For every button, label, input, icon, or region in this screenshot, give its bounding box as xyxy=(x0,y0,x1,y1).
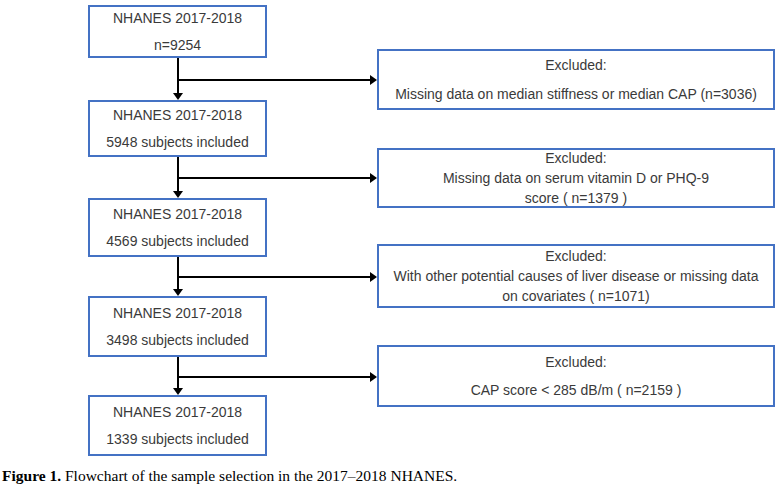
figure-caption-text: Flowchart of the sample selection in the… xyxy=(65,467,457,484)
connector-horizontal-4 xyxy=(178,376,370,378)
population-box-1-count: n=9254 xyxy=(154,37,201,53)
excluded-box-3-reason-line-2: on covariates ( n=1071) xyxy=(502,288,649,304)
population-box-4-count: 3498 subjects included xyxy=(106,332,248,348)
population-box-3-count: 4569 subjects included xyxy=(106,233,248,249)
connector-vertical-1 xyxy=(177,58,179,94)
connector-vertical-2 xyxy=(177,157,179,192)
population-box-5: NHANES 2017-2018 1339 subjects included xyxy=(88,395,267,456)
connector-horizontal-1 xyxy=(178,79,370,81)
excluded-box-1-title: Excluded: xyxy=(545,57,606,73)
population-box-2-title: NHANES 2017-2018 xyxy=(113,107,242,123)
population-box-5-count: 1339 subjects included xyxy=(106,431,248,447)
population-box-4: NHANES 2017-2018 3498 subjects included xyxy=(88,296,267,357)
arrow-down-icon-3 xyxy=(173,289,183,296)
arrow-right-icon-2 xyxy=(370,173,377,183)
excluded-box-2-reason-line-2: score ( n=1379 ) xyxy=(525,190,627,206)
arrow-down-icon-2 xyxy=(173,191,183,198)
arrow-right-icon-1 xyxy=(370,75,377,85)
excluded-box-4-title: Excluded: xyxy=(545,354,606,370)
flowchart-canvas: NHANES 2017-2018 n=9254 NHANES 2017-2018… xyxy=(0,0,781,493)
population-box-3: NHANES 2017-2018 4569 subjects included xyxy=(88,198,267,257)
excluded-box-3-title: Excluded: xyxy=(545,248,606,264)
connector-vertical-3 xyxy=(177,257,179,290)
population-box-1: NHANES 2017-2018 n=9254 xyxy=(88,5,267,58)
connector-horizontal-2 xyxy=(178,177,370,179)
arrow-down-icon-4 xyxy=(173,388,183,395)
connector-vertical-4 xyxy=(177,357,179,389)
excluded-box-2-reason-line-1: Missing data on serum vitamin D or PHQ-9 xyxy=(443,170,709,186)
population-box-5-title: NHANES 2017-2018 xyxy=(113,404,242,420)
population-box-3-title: NHANES 2017-2018 xyxy=(113,206,242,222)
population-box-4-title: NHANES 2017-2018 xyxy=(113,305,242,321)
arrow-right-icon-3 xyxy=(370,272,377,282)
population-box-2: NHANES 2017-2018 5948 subjects included xyxy=(88,100,267,157)
population-box-1-title: NHANES 2017-2018 xyxy=(113,10,242,26)
figure-caption: Figure 1. Flowchart of the sample select… xyxy=(2,467,457,485)
figure-caption-label: Figure 1. xyxy=(2,467,61,484)
excluded-box-4: Excluded: CAP score < 285 dB/m ( n=2159 … xyxy=(377,345,775,407)
connector-horizontal-3 xyxy=(178,276,370,278)
arrow-right-icon-4 xyxy=(370,372,377,382)
population-box-2-count: 5948 subjects included xyxy=(106,134,248,150)
excluded-box-2-title: Excluded: xyxy=(545,150,606,166)
excluded-box-4-reason: CAP score < 285 dB/m ( n=2159 ) xyxy=(471,382,682,398)
excluded-box-3: Excluded: With other potential causes of… xyxy=(377,244,775,308)
excluded-box-1: Excluded: Missing data on median stiffne… xyxy=(377,49,775,110)
excluded-box-2: Excluded: Missing data on serum vitamin … xyxy=(377,148,775,208)
excluded-box-3-reason-line-1: With other potential causes of liver dis… xyxy=(394,268,759,284)
arrow-down-icon-1 xyxy=(173,93,183,100)
excluded-box-1-reason: Missing data on median stiffness or medi… xyxy=(395,86,757,102)
